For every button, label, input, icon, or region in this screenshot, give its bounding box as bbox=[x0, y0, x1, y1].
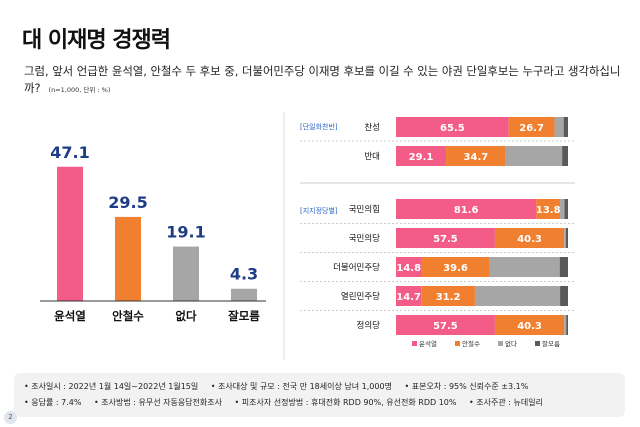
stacked-segment bbox=[421, 286, 475, 306]
legend-swatch bbox=[412, 341, 417, 346]
segment-value-label: 39.6 bbox=[443, 263, 468, 274]
stacked-segment bbox=[494, 315, 565, 335]
bar-value-label: 47.1 bbox=[50, 143, 89, 162]
legend-swatch bbox=[498, 341, 503, 346]
bar bbox=[115, 216, 141, 301]
segment-value-label: 29.1 bbox=[409, 152, 434, 163]
segment-value-label: 57.5 bbox=[433, 321, 458, 332]
stacked-segment bbox=[396, 199, 537, 219]
stacked-segment bbox=[560, 199, 565, 219]
segment-value-label: 13.8 bbox=[536, 205, 561, 216]
footer-line-1: • 조사일시 : 2022년 1월 14일~2022년 1월15일 • 조사대상… bbox=[24, 381, 538, 392]
bar-value-label: 4.3 bbox=[230, 265, 258, 284]
stacked-segment bbox=[564, 228, 566, 248]
unit-note: (n=1,000, 단위 : %) bbox=[48, 86, 111, 94]
row-category-label: 국민의당 bbox=[349, 233, 380, 244]
stacked-segment bbox=[562, 146, 568, 166]
bar-category-label: 잘모름 bbox=[228, 309, 260, 323]
page-number: 2 bbox=[4, 411, 17, 424]
stacked-segment bbox=[396, 257, 422, 277]
footer-item: • 조사주관 : 뉴데일리 bbox=[469, 398, 543, 407]
stacked-segment bbox=[396, 286, 422, 306]
bar bbox=[57, 166, 83, 301]
segment-value-label: 34.7 bbox=[464, 152, 489, 163]
stacked-segment bbox=[536, 199, 561, 219]
stacked-segment bbox=[560, 286, 568, 306]
footer-item: • 조사대상 및 규모 : 전국 만 18세이상 남녀 1,000명 bbox=[210, 382, 392, 391]
footer-item: • 피조사자 선정방법 : 휴대전화 RDD 90%, 유선전화 RDD 10% bbox=[234, 398, 457, 407]
row-category-label: 정의당 bbox=[357, 320, 381, 331]
segment-value-label: 26.7 bbox=[519, 123, 544, 134]
bar bbox=[231, 288, 257, 301]
survey-question: 그럼, 앞서 언급한 윤석열, 안철수 두 후보 중, 더불어민주당 이재명 후… bbox=[24, 63, 624, 99]
stacked-segment bbox=[505, 146, 563, 166]
stacked-segment bbox=[489, 257, 560, 277]
segment-value-label: 31.2 bbox=[436, 292, 461, 303]
bar bbox=[173, 246, 199, 301]
legend-label: 윤석열 bbox=[419, 339, 437, 348]
segment-value-label: 14.8 bbox=[396, 263, 421, 274]
stacked-segment bbox=[565, 228, 568, 248]
bar-category-label: 윤석열 bbox=[54, 309, 86, 323]
page-title: 대 이재명 경쟁력 bbox=[22, 28, 171, 53]
legend-label: 안철수 bbox=[462, 339, 480, 348]
stacked-segment bbox=[508, 117, 555, 137]
stacked-segment bbox=[474, 286, 561, 306]
legend-label: 잘모름 bbox=[542, 340, 560, 348]
footer-item: • 조사일시 : 2022년 1월 14일~2022년 1월15일 bbox=[24, 382, 199, 391]
segment-value-label: 81.6 bbox=[454, 205, 479, 216]
footer-item: • 조사방법 : 유무선 자동응답전화조사 bbox=[94, 398, 222, 407]
stacked-segment bbox=[494, 228, 565, 248]
bar-category-label: 없다 bbox=[175, 309, 197, 323]
legend-label: 없다 bbox=[505, 339, 517, 348]
segment-value-label: 40.3 bbox=[517, 321, 542, 332]
stacked-segment bbox=[446, 146, 506, 166]
footer-line-2: • 응답률 : 7.4% • 조사방법 : 유무선 자동응답전화조사 • 피조사… bbox=[24, 397, 553, 408]
stacked-segment bbox=[564, 199, 568, 219]
footer-item: • 표본오차 : 95% 신뢰수준 ±3.1% bbox=[404, 382, 529, 391]
stacked-segment bbox=[396, 117, 509, 137]
bar-category-label: 안철수 bbox=[112, 309, 144, 323]
row-category-label: 더불어민주당 bbox=[333, 262, 380, 273]
group-label: [단일화찬반] bbox=[300, 122, 338, 131]
segment-value-label: 14.7 bbox=[396, 292, 421, 303]
stacked-segment bbox=[566, 315, 568, 335]
stacked-segment bbox=[396, 228, 495, 248]
footer-item: • 응답률 : 7.4% bbox=[24, 398, 82, 407]
row-category-label: 열린민주당 bbox=[341, 291, 380, 302]
legend-swatch bbox=[455, 341, 460, 346]
survey-footer: • 조사일시 : 2022년 1월 14일~2022년 1월15일 • 조사대상… bbox=[14, 373, 625, 417]
stacked-segment bbox=[421, 257, 490, 277]
stacked-segment bbox=[564, 315, 567, 335]
segment-value-label: 40.3 bbox=[517, 234, 542, 245]
segment-value-label: 65.5 bbox=[440, 123, 465, 134]
bar-value-label: 19.1 bbox=[166, 223, 205, 242]
row-category-label: 국민의힘 bbox=[349, 204, 380, 215]
bar-value-label: 29.5 bbox=[108, 193, 147, 212]
stacked-segment bbox=[396, 146, 447, 166]
legend-swatch bbox=[535, 341, 540, 346]
stacked-segment bbox=[563, 117, 568, 137]
row-category-label: 반대 bbox=[364, 151, 380, 162]
row-category-label: 찬성 bbox=[364, 122, 380, 133]
stacked-segment bbox=[554, 117, 564, 137]
stacked-segment bbox=[559, 257, 568, 277]
group-label: [지지정당별] bbox=[300, 206, 338, 215]
segment-value-label: 57.5 bbox=[433, 234, 458, 245]
question-text: 그럼, 앞서 언급한 윤석열, 안철수 두 후보 중, 더불어민주당 이재명 후… bbox=[24, 64, 621, 95]
stacked-segment bbox=[396, 315, 495, 335]
